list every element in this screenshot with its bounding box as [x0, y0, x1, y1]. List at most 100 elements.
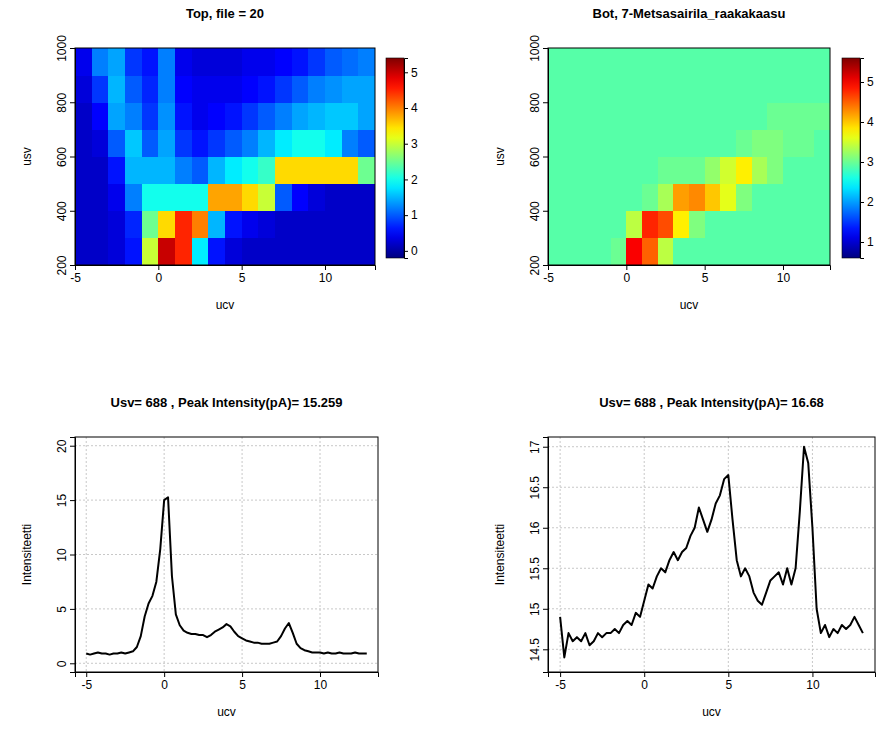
- heatmap-cell: [192, 129, 209, 157]
- heatmap-cell: [358, 102, 375, 130]
- plot-area: [560, 447, 863, 658]
- tick-label: 800: [55, 92, 69, 112]
- heatmap-cell: [142, 129, 159, 157]
- heatmap-cell: [75, 238, 92, 265]
- heatmap-cell: [579, 211, 595, 239]
- tick: 0: [55, 660, 75, 667]
- axis: -50510: [70, 265, 375, 285]
- heatmap-cell: [736, 238, 752, 265]
- grid-line: [548, 446, 875, 447]
- colorbar: [842, 58, 860, 258]
- heatmap-cell: [142, 184, 159, 212]
- heatmap-cell: [689, 48, 705, 76]
- heatmap-cell: [720, 238, 736, 265]
- heatmap-cell: [720, 48, 736, 76]
- tick-label: 10: [777, 271, 791, 285]
- tick: 600: [528, 147, 548, 167]
- tick: 5: [55, 606, 75, 613]
- tick-label: 5: [725, 678, 732, 692]
- heatmap-cell: [308, 157, 325, 185]
- heatmap-cell: [673, 184, 689, 212]
- heatmap-cell: [292, 238, 309, 265]
- tick: -5: [555, 672, 566, 692]
- grid-line: [548, 608, 875, 609]
- heatmap-cell: [342, 211, 359, 239]
- tick: 400: [528, 201, 548, 221]
- heatmap-cell: [673, 211, 689, 239]
- heatmap-cell: [548, 75, 564, 103]
- heatmap-cell: [736, 184, 752, 212]
- heatmap-cell: [158, 184, 175, 212]
- heatmap-cell: [325, 184, 342, 212]
- heatmap-cell: [308, 238, 325, 265]
- heatmap-cell: [673, 238, 689, 265]
- heatmap-cell: [626, 129, 642, 157]
- heatmap-cell: [548, 48, 564, 76]
- heatmap-cell: [736, 102, 752, 130]
- grid-line: [242, 437, 243, 672]
- tick-label: 16.5: [528, 476, 542, 500]
- grid: [548, 437, 875, 672]
- heatmap-cell: [736, 157, 752, 185]
- heatmap-cell: [125, 211, 142, 239]
- heatmap-cell: [564, 48, 580, 76]
- axis: -50510: [76, 672, 379, 692]
- heatmap-cell: [689, 184, 705, 212]
- heatmap-cell: [626, 184, 642, 212]
- grid-line: [644, 437, 645, 672]
- heatmap-cell: [108, 238, 125, 265]
- heatmap-cell: [92, 129, 109, 157]
- tick-label: 600: [55, 147, 69, 167]
- y-axis-title: usv: [20, 147, 34, 166]
- tick-mark: [70, 663, 75, 664]
- heatmap-cell: [75, 75, 92, 103]
- plot-frame: [548, 48, 830, 265]
- heatmap-cell: [658, 102, 674, 130]
- y-axis-title: Intensiteetti: [493, 524, 507, 585]
- heatmap-cell: [736, 211, 752, 239]
- heatmap-cell: [175, 102, 192, 130]
- heatmap-cell: [783, 75, 799, 103]
- heatmap-cell: [158, 102, 175, 130]
- heatmap-cell: [705, 184, 721, 212]
- tick-label: 4: [411, 101, 418, 115]
- heatmap-cell: [720, 102, 736, 130]
- axis: 12345: [860, 59, 874, 259]
- heatmap-cell: [342, 157, 359, 185]
- tick: 4: [404, 101, 418, 115]
- heatmap-cell: [595, 129, 611, 157]
- heatmap-cell: [626, 238, 642, 265]
- tick: 16: [528, 521, 548, 535]
- heatmap-cell: [720, 129, 736, 157]
- tick-mark: [812, 672, 813, 677]
- heatmap-cell: [242, 48, 259, 76]
- heatmap-cell: [192, 157, 209, 185]
- heatmap-cell: [158, 157, 175, 185]
- tick-label: 5: [55, 606, 69, 613]
- heatmap-cell: [752, 238, 768, 265]
- heatmap-cell: [752, 157, 768, 185]
- grid: [75, 437, 378, 672]
- heatmap-cell: [325, 157, 342, 185]
- heatmap-cell: [642, 129, 658, 157]
- heatmap-cell: [125, 75, 142, 103]
- heatmap-cell: [705, 48, 721, 76]
- heatmap-cell: [358, 238, 375, 265]
- tick: 2: [404, 173, 418, 187]
- heatmap-cell: [142, 157, 159, 185]
- heatmap-cell: [92, 75, 109, 103]
- heatmap-cell: [642, 211, 658, 239]
- heatmap-cell: [108, 184, 125, 212]
- tick-mark: [543, 528, 548, 529]
- heatmap-cell: [579, 184, 595, 212]
- heatmap-cell: [814, 157, 830, 185]
- heatmap-cell: [689, 238, 705, 265]
- heatmap-cell: [325, 211, 342, 239]
- tick-label: 2: [867, 195, 874, 209]
- tick-label: -5: [70, 271, 81, 285]
- heatmap-cell: [125, 238, 142, 265]
- tick-label: 400: [528, 201, 542, 221]
- heatmap-cell: [75, 129, 92, 157]
- heatmap-cell: [75, 211, 92, 239]
- heatmap-cell: [752, 75, 768, 103]
